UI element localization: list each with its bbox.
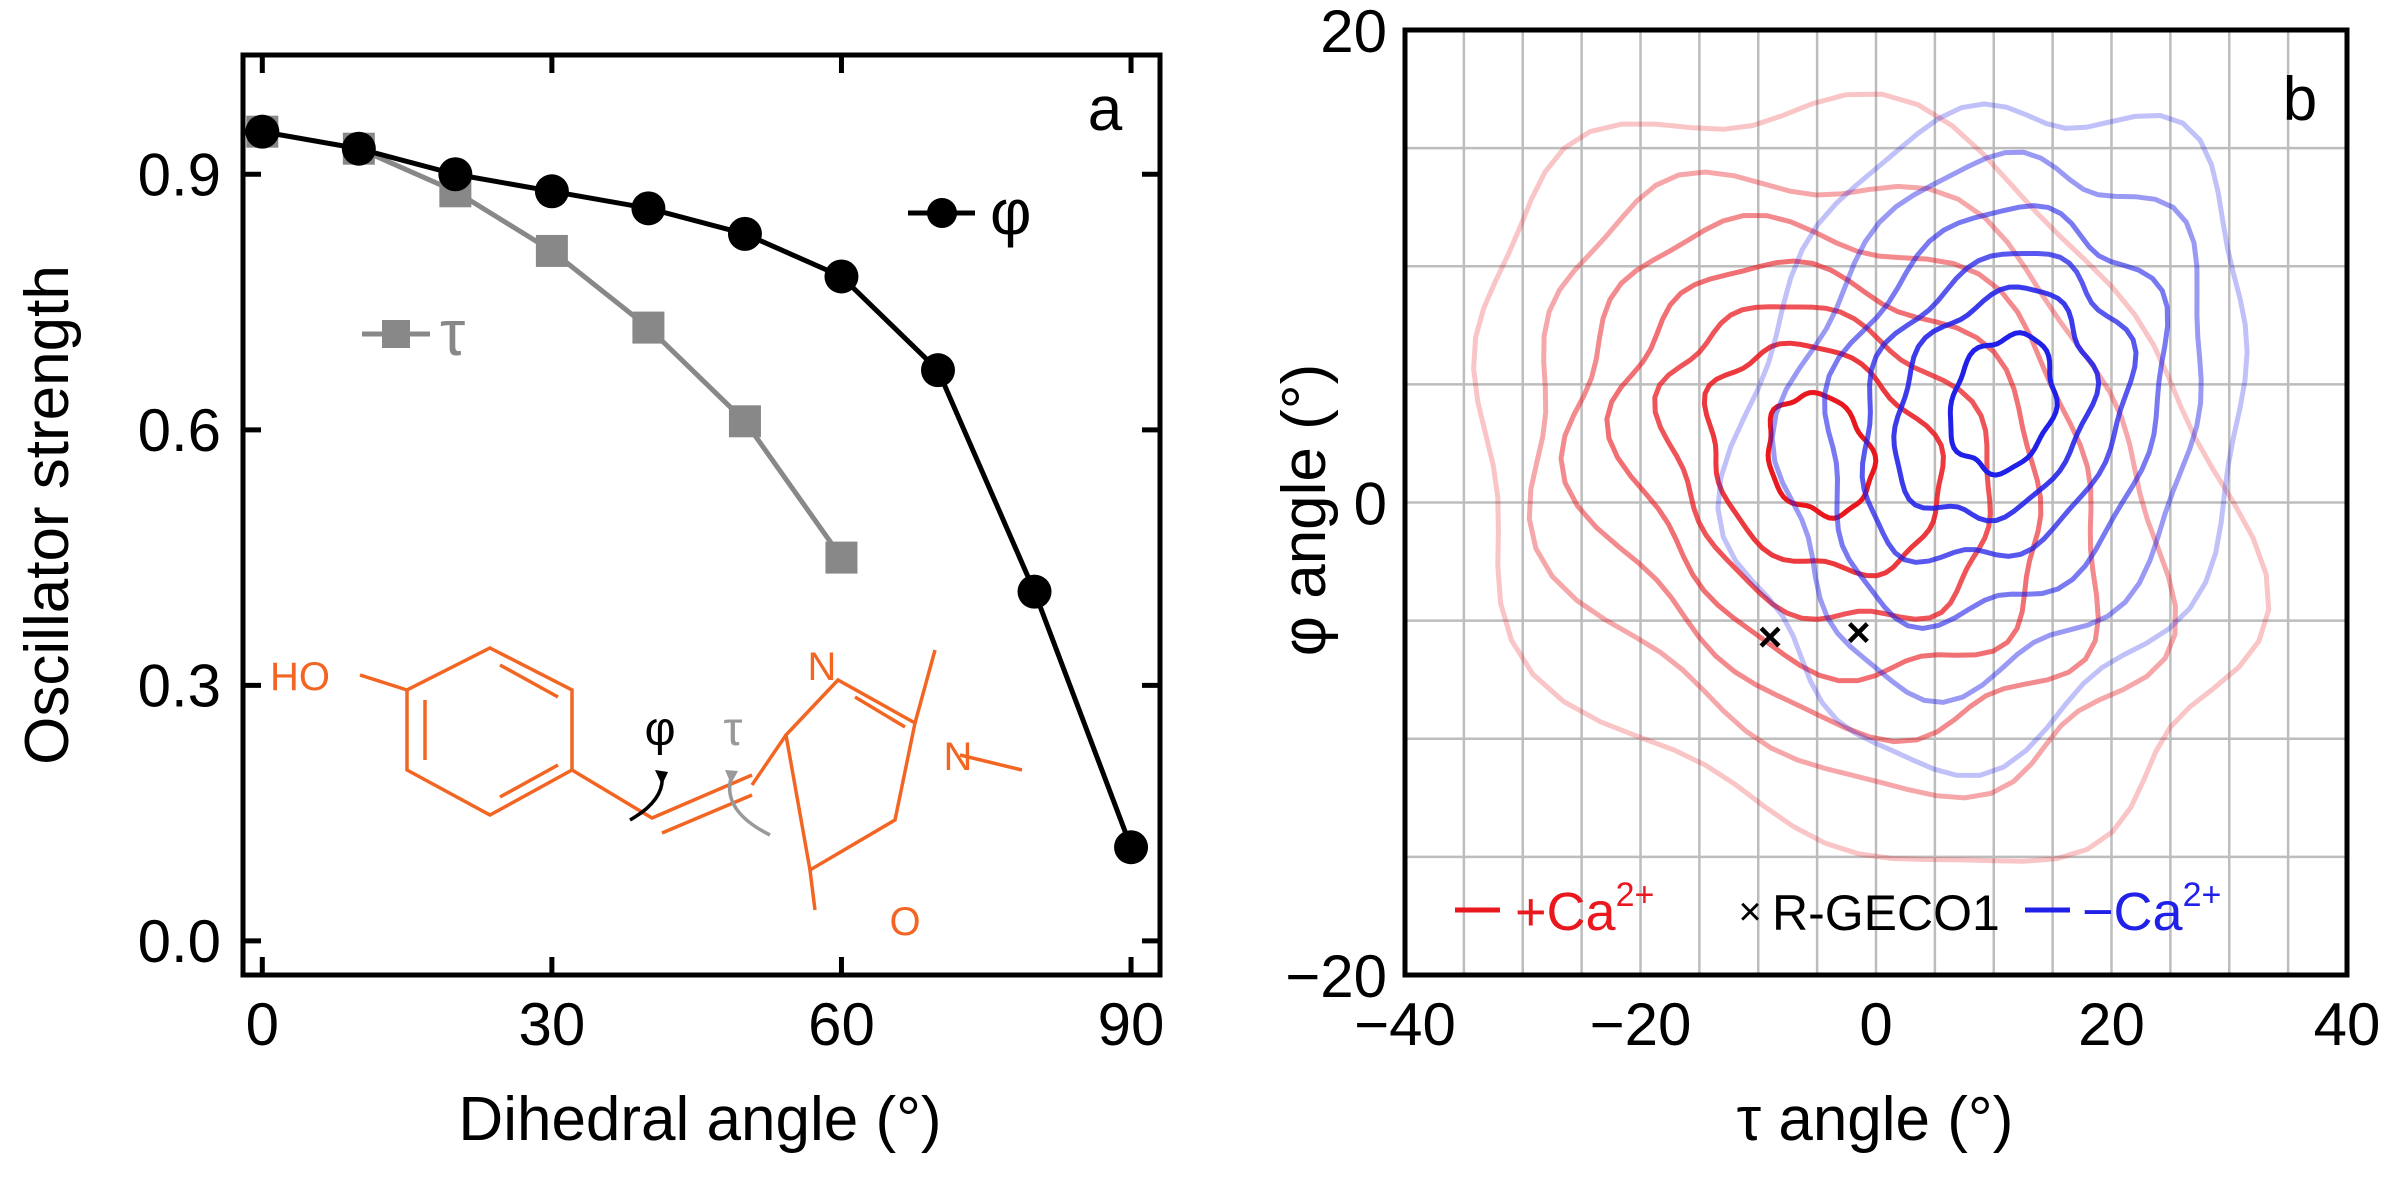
bridge-bond bbox=[571, 768, 753, 820]
contour-line-plus-ca bbox=[1471, 91, 2272, 864]
panel-b-ylabel: φ angle (°) bbox=[1270, 364, 1339, 656]
legend-phi-marker bbox=[927, 198, 957, 228]
data-point bbox=[1114, 830, 1149, 865]
phenol-inner-bond-3 bbox=[499, 763, 559, 799]
phi-angle-label: φ bbox=[644, 703, 675, 756]
ring-double-bond bbox=[854, 695, 906, 729]
legend-plus-ca-label: +Ca2+ bbox=[1515, 876, 1654, 942]
data-point bbox=[825, 541, 858, 574]
a-xtick-label: 90 bbox=[1098, 991, 1165, 1058]
panel-b-xlabel: τ angle (°) bbox=[1737, 1085, 2014, 1154]
panel-a-tick-labels: 0 30 60 90 0.0 0.3 0.6 0.9 bbox=[138, 141, 1165, 1058]
contour-line-minus-ca bbox=[1859, 251, 2139, 565]
tau-angle-label: τ bbox=[724, 703, 743, 756]
b-ytick-label: −20 bbox=[1285, 943, 1387, 1010]
phenol-inner-bond-2 bbox=[499, 663, 559, 699]
panel-b-legend: +Ca2+ × R-GECO1 −Ca2+ bbox=[1455, 876, 2221, 942]
a-ytick-label: 0.0 bbox=[138, 908, 221, 975]
methyl-bond-1 bbox=[913, 649, 937, 724]
series-phi bbox=[245, 114, 1149, 865]
legend-tau-marker bbox=[382, 320, 410, 348]
data-point bbox=[631, 191, 666, 226]
contour-line-plus-ca bbox=[1701, 340, 1946, 579]
b-xtick-label: −20 bbox=[1590, 991, 1692, 1058]
data-point bbox=[438, 157, 473, 192]
panel-a-xlabel: Dihedral angle (°) bbox=[458, 1085, 941, 1154]
contour-line-minus-ca bbox=[1769, 149, 2204, 705]
data-point bbox=[1017, 574, 1052, 609]
phi-arrowhead bbox=[655, 770, 668, 785]
panel-b-contours bbox=[1471, 91, 2272, 864]
contour-line-plus-ca bbox=[1526, 169, 2178, 801]
panel-a-ticks bbox=[243, 55, 1160, 975]
b-ytick-label: 20 bbox=[1320, 0, 1387, 65]
b-ytick-label: 0 bbox=[1354, 471, 1387, 538]
chromophore-hydroxyl-label: HO bbox=[270, 655, 330, 699]
chromophore-oxygen-label: O bbox=[889, 900, 920, 944]
contour-line-plus-ca bbox=[1765, 389, 1879, 521]
panel-a-series bbox=[245, 114, 1149, 865]
data-point bbox=[727, 216, 762, 251]
panel-a: 0 30 60 90 0.0 0.3 0.6 0.9 a Dihedral angle (°)… bbox=[13, 52, 1165, 1154]
legend-rgeco-marker: × bbox=[1738, 890, 1761, 934]
exocyclic-bond bbox=[750, 734, 788, 786]
chromophore-structure bbox=[359, 646, 1023, 911]
data-point bbox=[341, 131, 376, 166]
b-xtick-label: 0 bbox=[1859, 991, 1892, 1058]
panel-b-letter: b bbox=[2283, 65, 2317, 134]
data-point bbox=[920, 353, 955, 388]
data-point bbox=[728, 405, 761, 438]
contour-line-minus-ca bbox=[1947, 330, 2060, 478]
rgeco-point: × bbox=[1758, 613, 1783, 660]
rgeco-point: × bbox=[1846, 608, 1871, 655]
panel-b-rgeco-points: × × bbox=[1758, 608, 1871, 660]
legend-phi-label: φ bbox=[990, 176, 1032, 248]
data-point bbox=[245, 114, 280, 149]
series-line bbox=[261, 129, 1134, 849]
carbonyl-bond bbox=[808, 869, 817, 911]
tau-rotation-arrow bbox=[727, 774, 771, 837]
panel-b-grid bbox=[1405, 30, 2347, 975]
a-ytick-label: 0.6 bbox=[138, 397, 221, 464]
methyl-bond-2 bbox=[959, 753, 1023, 772]
contours-plus-ca bbox=[1471, 91, 2272, 864]
panel-a-ylabel: Oscillator strength bbox=[13, 265, 82, 765]
data-point bbox=[632, 311, 665, 344]
b-xtick-label: 40 bbox=[2314, 991, 2381, 1058]
contours-minus-ca bbox=[1715, 101, 2250, 778]
legend-rgeco-label: R-GECO1 bbox=[1772, 885, 2000, 941]
panel-a-legend-phi: φ bbox=[908, 176, 1032, 248]
a-ytick-label: 0.9 bbox=[138, 141, 221, 208]
legend-tau-label: τ bbox=[440, 297, 465, 369]
tau-arrowhead bbox=[725, 770, 738, 784]
data-point bbox=[535, 234, 568, 267]
panel-b-frame bbox=[1402, 27, 2350, 978]
legend-minus-ca-label: −Ca2+ bbox=[2082, 876, 2221, 942]
panel-a-frame bbox=[240, 52, 1163, 978]
imidazolinone-ring bbox=[784, 677, 917, 873]
a-ytick-label: 0.3 bbox=[138, 652, 221, 719]
panel-a-legend-tau: τ bbox=[362, 297, 465, 369]
phenol-ring bbox=[405, 646, 574, 817]
contour-line-minus-ca bbox=[1715, 101, 2250, 778]
bridge-double-bond bbox=[661, 793, 753, 835]
a-xtick-label: 0 bbox=[246, 991, 279, 1058]
contour-line-minus-ca bbox=[1891, 284, 2102, 524]
contour-line-plus-ca bbox=[1604, 258, 2044, 684]
data-point bbox=[534, 174, 569, 209]
a-xtick-label: 60 bbox=[808, 991, 875, 1058]
data-point bbox=[824, 259, 859, 294]
panel-a-letter: a bbox=[1088, 75, 1123, 144]
a-xtick-label: 30 bbox=[519, 991, 586, 1058]
contour-line-plus-ca bbox=[1652, 304, 1993, 622]
chromophore-nitrogen-label-1: N bbox=[808, 645, 837, 689]
chromophore-nitrogen-label-2: N bbox=[944, 735, 973, 779]
hydroxyl-bond bbox=[359, 673, 408, 692]
contour-line-minus-ca bbox=[1822, 203, 2171, 631]
b-xtick-label: −40 bbox=[1354, 991, 1456, 1058]
b-xtick-label: 20 bbox=[2078, 991, 2145, 1058]
